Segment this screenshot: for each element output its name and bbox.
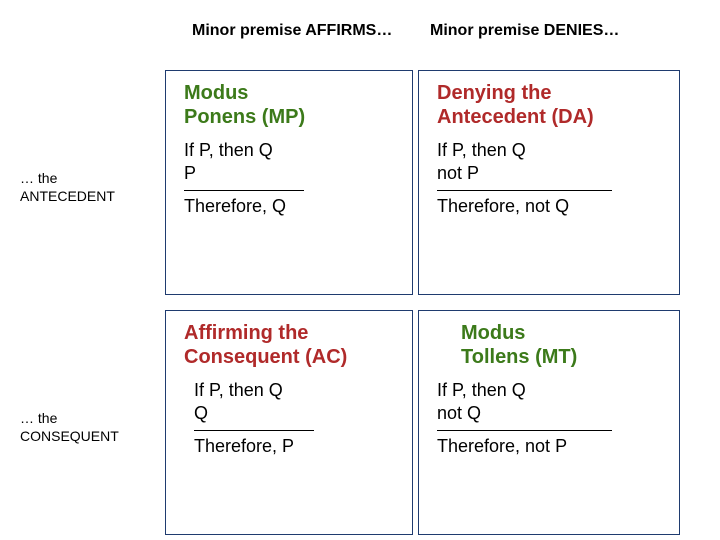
cell-title-da: Denying the Antecedent (DA) xyxy=(437,81,665,129)
ac-rule xyxy=(194,430,314,431)
ac-premise1: If P, then Q xyxy=(194,379,398,402)
mp-rule xyxy=(184,190,304,191)
ac-title-line1: Affirming the xyxy=(184,322,308,344)
row-header-antecedent: … the ANTECEDENT xyxy=(20,170,115,205)
da-rule xyxy=(437,190,612,191)
cell-modus-tollens: Modus Tollens (MT) If P, then Q not Q Th… xyxy=(418,310,680,535)
row-header-consequent-line2: CONSEQUENT xyxy=(20,428,119,444)
cell-denying-antecedent: Denying the Antecedent (DA) If P, then Q… xyxy=(418,70,680,295)
mp-premise2: P xyxy=(184,162,398,185)
ac-conclusion: Therefore, P xyxy=(194,435,398,458)
mp-conclusion: Therefore, Q xyxy=(184,195,398,218)
ac-title-line2: Consequent (AC) xyxy=(184,346,347,368)
row-header-antecedent-line1: … the xyxy=(20,170,57,186)
da-title-line2: Antecedent (DA) xyxy=(437,106,594,128)
col-header-denies: Minor premise DENIES… xyxy=(430,22,619,40)
cell-affirming-consequent: Affirming the Consequent (AC) If P, then… xyxy=(165,310,413,535)
mt-title-line2: Tollens (MT) xyxy=(461,346,577,368)
da-title-line1: Denying the xyxy=(437,82,551,104)
da-premise1: If P, then Q xyxy=(437,139,665,162)
cell-title-mp: Modus Ponens (MP) xyxy=(184,81,398,129)
row-header-consequent: … the CONSEQUENT xyxy=(20,410,119,445)
cell-modus-ponens: Modus Ponens (MP) If P, then Q P Therefo… xyxy=(165,70,413,295)
mp-title-line2: Ponens (MP) xyxy=(184,106,305,128)
da-conclusion: Therefore, not Q xyxy=(437,195,665,218)
mt-conclusion: Therefore, not P xyxy=(437,435,665,458)
row-header-antecedent-line2: ANTECEDENT xyxy=(20,188,115,204)
mt-title-line1: Modus xyxy=(461,322,525,344)
mt-premise1: If P, then Q xyxy=(437,379,665,402)
mt-rule xyxy=(437,430,612,431)
mp-title-line1: Modus xyxy=(184,82,248,104)
mt-premise2: not Q xyxy=(437,402,665,425)
logic-argument-table: { "columns": { "affirms": "Minor premise… xyxy=(0,0,720,540)
row-header-consequent-line1: … the xyxy=(20,410,57,426)
da-premise2: not P xyxy=(437,162,665,185)
cell-title-ac: Affirming the Consequent (AC) xyxy=(184,321,398,369)
cell-title-mt: Modus Tollens (MT) xyxy=(437,321,665,369)
mp-premise1: If P, then Q xyxy=(184,139,398,162)
col-header-affirms: Minor premise AFFIRMS… xyxy=(192,22,392,40)
ac-premise2: Q xyxy=(194,402,398,425)
